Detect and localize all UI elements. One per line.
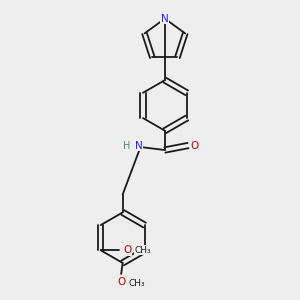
Text: O: O bbox=[190, 140, 199, 151]
Text: O: O bbox=[117, 277, 125, 287]
Text: CH₃: CH₃ bbox=[135, 246, 151, 255]
Text: H: H bbox=[123, 140, 131, 151]
Text: O: O bbox=[123, 245, 132, 255]
Text: CH₃: CH₃ bbox=[128, 279, 145, 288]
Text: N: N bbox=[135, 140, 143, 151]
Text: N: N bbox=[161, 14, 169, 24]
